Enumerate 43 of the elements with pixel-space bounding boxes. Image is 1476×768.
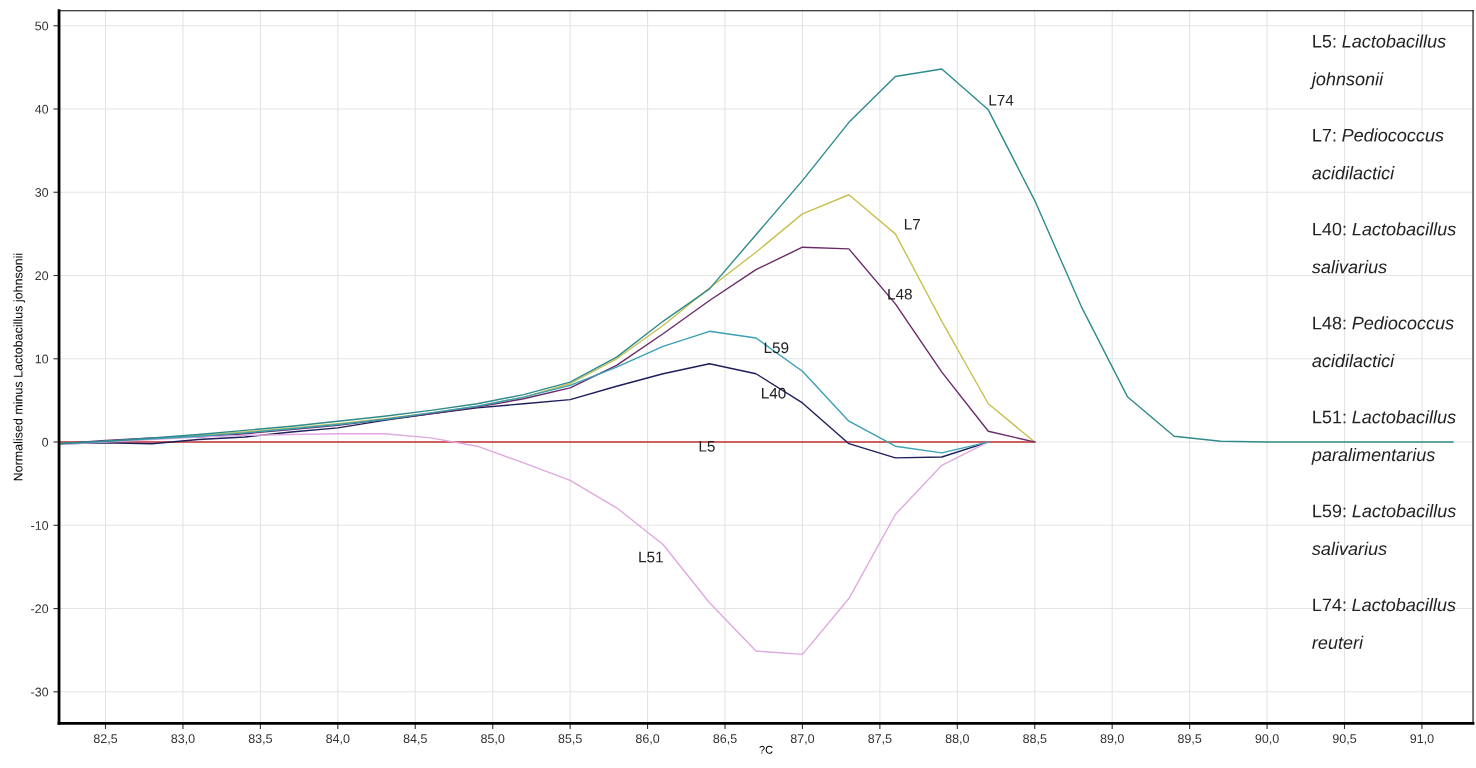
x-tick-label: 85,5 — [558, 734, 582, 745]
x-axis-title: ?C — [759, 745, 773, 754]
text: L51: Lactobacillus paralimentarius — [1311, 410, 1456, 465]
text: L5: Lactobacillus johnsonii — [1309, 34, 1446, 90]
series-label: L74 — [989, 94, 1014, 106]
y-tick-label: -10 — [31, 521, 49, 530]
x-tick-label: 91,0 — [1410, 734, 1434, 745]
y-tick-label: -20 — [31, 604, 49, 614]
series-label: L40 — [762, 387, 786, 399]
text: L7: Pediococcus acidilactici — [1312, 128, 1444, 180]
y-tick-label: 0 — [42, 437, 49, 447]
x-tick-label: 87,5 — [868, 734, 892, 745]
text: L48: Pediococcus acidilactici — [1312, 316, 1454, 368]
x-tick-label: 84,5 — [403, 734, 427, 745]
series-label: L7 — [904, 219, 920, 230]
x-tick-label: 86,0 — [635, 734, 660, 745]
x-tick-label: 90,0 — [1255, 734, 1279, 745]
x-tick-label: 88,0 — [945, 734, 969, 745]
x-tick-label: 84,0 — [326, 734, 350, 745]
y-tick-label: 10 — [35, 354, 49, 364]
y-tick-label: 40 — [35, 104, 49, 114]
text: L59: Lactobacillus salivarius — [1311, 504, 1456, 556]
x-tick-label: 89,5 — [1178, 734, 1202, 745]
x-tick-label: 89,0 — [1100, 734, 1124, 745]
x-tick-label: 82,5 — [93, 734, 118, 745]
x-tick-label: 83,0 — [171, 734, 195, 745]
series-label: L5 — [699, 441, 715, 452]
x-tick-label: 86,5 — [713, 734, 737, 745]
series-label: L51 — [639, 551, 663, 563]
x-tick-label: 83,5 — [248, 734, 273, 745]
series-label: L48 — [888, 288, 912, 300]
y-tick-label: 30 — [35, 188, 49, 197]
text: L40: Lactobacillus salivarius — [1311, 222, 1456, 274]
y-tick-label: 50 — [35, 21, 49, 31]
line-series — [59, 433, 989, 656]
x-tick-label: 85,0 — [481, 734, 505, 745]
x-tick-label: 88,5 — [1023, 734, 1047, 745]
text: L74: Lactobacillus reuteri — [1312, 598, 1456, 650]
y-tick-label: -30 — [31, 687, 49, 697]
y-tick-label: 20 — [35, 271, 49, 281]
x-tick-label: 90,5 — [1332, 734, 1357, 745]
x-tick-label: 87,0 — [790, 734, 815, 745]
y-axis-title: Normalised minus Lactobacillus johnsonii — [13, 253, 25, 481]
